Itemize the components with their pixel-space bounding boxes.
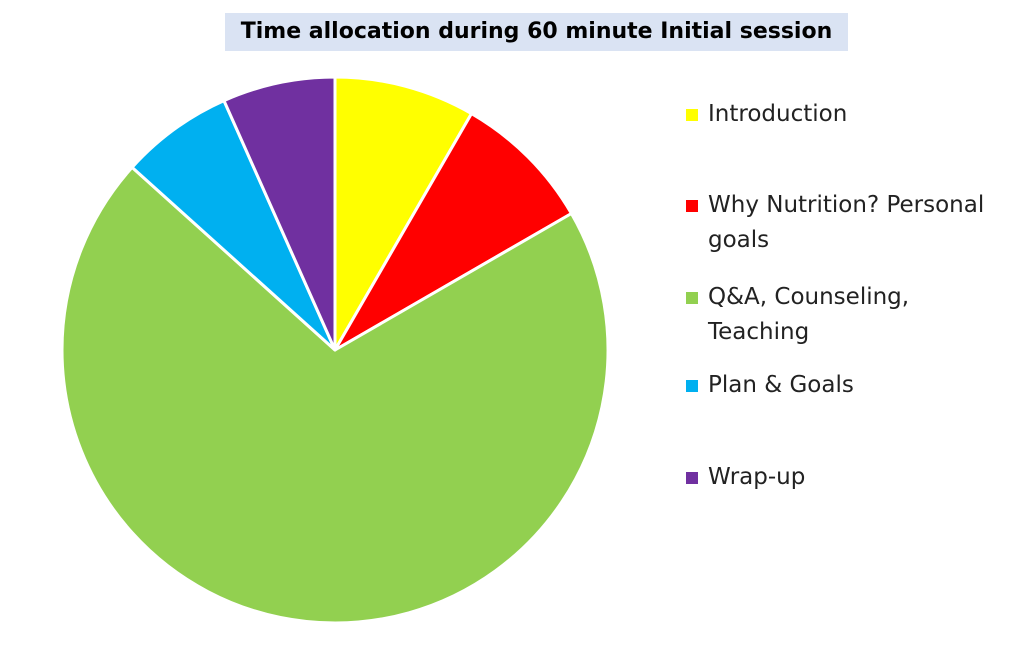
pie-slice (333, 112, 573, 352)
pie-slice (333, 75, 473, 352)
legend-label: Q&A, Counseling, Teaching (708, 284, 910, 345)
legend-label: Why Nutrition? Personal goals (708, 192, 985, 253)
legend-swatch (686, 380, 698, 392)
legend-swatch (686, 292, 698, 304)
legend-swatch (686, 109, 698, 121)
pie-slice (60, 165, 610, 625)
pie-slice (222, 75, 337, 352)
legend-swatch (686, 200, 698, 212)
legend-label: Wrap-up (708, 464, 806, 490)
legend-label: Introduction (708, 101, 848, 127)
pie-slice (130, 99, 337, 352)
legend-swatch (686, 472, 698, 484)
legend-label: Plan & Goals (708, 372, 854, 398)
chart-title: Time allocation during 60 minute Initial… (225, 13, 848, 51)
